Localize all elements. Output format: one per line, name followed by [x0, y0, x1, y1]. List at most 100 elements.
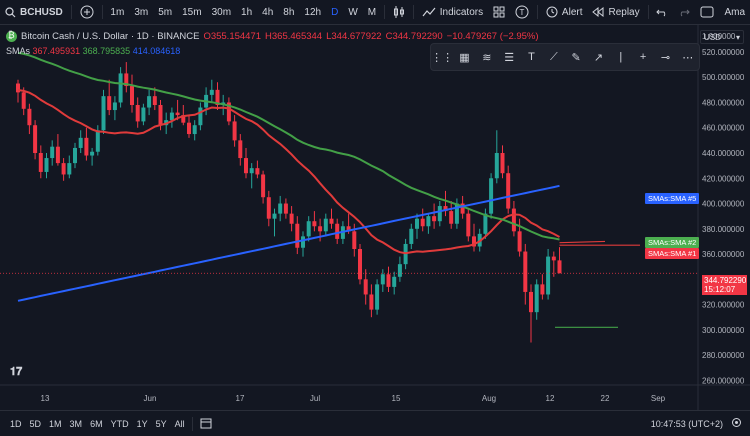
user-menu[interactable]: Ama [724, 6, 745, 18]
candle-body [152, 96, 157, 105]
legend-close: C344.792290 [385, 31, 443, 42]
candle-body [540, 284, 545, 295]
chart-area[interactable]: 520.000000 500.000000 480.000000 460.000000… [0, 25, 750, 410]
candle-body [192, 125, 197, 135]
alert-label: Alert [561, 6, 583, 18]
time-tick-label: Jun [144, 394, 157, 403]
candle-body [27, 108, 32, 126]
range-1m[interactable]: 1M [49, 418, 62, 429]
strategy-button[interactable]: T [510, 0, 534, 24]
currency-select[interactable]: USD ▾ [700, 30, 744, 44]
candle-body [135, 105, 140, 122]
more-tools-icon[interactable]: ⋯ [682, 51, 694, 64]
replay-button[interactable]: Replay [587, 0, 644, 24]
price-tick-label: 1.000000 [702, 32, 736, 41]
interval-3m[interactable]: 3m [134, 6, 149, 18]
range-3m[interactable]: 3M [69, 418, 83, 429]
candle-body [67, 163, 72, 175]
range-ytd[interactable]: YTD [110, 418, 129, 429]
interval-8h[interactable]: 8h [283, 6, 295, 18]
candle-body [443, 206, 448, 212]
candle-body [312, 221, 317, 227]
divider [70, 5, 72, 19]
cross-line-icon[interactable]: + [639, 51, 647, 63]
legend-title[interactable]: Bitcoin Cash / U.S. Dollar · 1D · BINANC… [21, 31, 200, 42]
candle-body [187, 122, 191, 135]
templates-icon [493, 6, 505, 18]
candle-body [318, 226, 323, 232]
fullscreen-button[interactable] [695, 0, 719, 24]
interval-m[interactable]: M [367, 6, 377, 18]
clock-timezone[interactable]: 10:47:53 (UTC+2) [650, 418, 723, 429]
chart-settings-button[interactable] [727, 417, 746, 430]
candle-body [78, 137, 83, 148]
candle-body [454, 203, 459, 224]
chevron-down-icon: ▾ [735, 32, 740, 42]
indicators-button[interactable]: Indicators [417, 0, 488, 24]
templates-button[interactable] [488, 0, 510, 24]
pencil-icon[interactable]: ✎ [571, 51, 581, 64]
vertical-line-icon[interactable]: | [619, 51, 623, 63]
date-range-button[interactable] [196, 417, 216, 431]
text-tool-icon[interactable]: T [528, 51, 535, 63]
undo-button[interactable] [651, 0, 673, 24]
time-tick-label: Jul [310, 394, 320, 403]
interval-d[interactable]: D [331, 6, 339, 18]
drag-handle-icon[interactable]: ⋮⋮ [431, 51, 454, 64]
candle-body [323, 218, 328, 232]
brush-icon[interactable]: ≋ [482, 51, 492, 64]
candle-body [266, 197, 271, 219]
chart-type-button[interactable] [388, 0, 410, 24]
sma1-value: 367.495931 [32, 46, 81, 56]
legend-open: O355.154471 [203, 31, 262, 42]
candle-body [226, 102, 231, 122]
range-5d[interactable]: 5D [29, 418, 42, 429]
interval-4h[interactable]: 4h [262, 6, 274, 18]
interval-w[interactable]: W [348, 6, 358, 18]
candle-body [506, 173, 511, 209]
range-1d[interactable]: 1D [10, 418, 22, 429]
interval-15m[interactable]: 15m [182, 6, 202, 18]
candle-body [238, 140, 243, 159]
candle-body [244, 158, 248, 174]
interval-1h[interactable]: 1h [241, 6, 253, 18]
range-all[interactable]: All [174, 418, 185, 429]
candle-body [95, 130, 100, 152]
interval-1m[interactable]: 1m [110, 6, 125, 18]
interval-12h[interactable]: 12h [304, 6, 322, 18]
time-tick-label: 17 [236, 394, 245, 403]
candle-body [494, 153, 499, 179]
interval-5m[interactable]: 5m [158, 6, 173, 18]
drawing-toolbar: ⋮⋮ ▦ ≋ ☰ T ⟋ ✎ ↗ | + ⊸ ⋯ [430, 43, 700, 71]
divider [537, 5, 538, 19]
redo-button[interactable] [673, 0, 695, 24]
sma2-value: 368.795835 [82, 46, 131, 56]
ray-icon[interactable]: ↗ [593, 51, 604, 64]
candle-body [500, 153, 505, 174]
price-tick-label: 360.000000 [702, 250, 745, 259]
price-chart[interactable]: 520.000000 500.000000 480.000000 460.000000… [0, 25, 750, 410]
symbol-search-icon[interactable]: BCHUSD [0, 0, 68, 24]
alert-button[interactable]: Alert [541, 0, 588, 24]
line-width-icon[interactable]: ☰ [504, 51, 515, 64]
time-tick-label: 15 [392, 394, 401, 403]
time-tick-label: 12 [546, 394, 555, 403]
sma3-value: 414.084618 [132, 46, 181, 56]
candle-body [181, 115, 186, 123]
price-tick-label: 440.000000 [702, 149, 745, 158]
range-6m[interactable]: 6M [90, 418, 103, 429]
sma-legend[interactable]: SMAs 367.495931 368.795835 414.084618 [6, 46, 180, 56]
current-price-value: 344.792290 [704, 276, 747, 285]
range-5y[interactable]: 5Y [155, 418, 167, 429]
horizontal-line-icon[interactable]: ⊸ [660, 51, 671, 64]
interval-30m[interactable]: 30m [211, 6, 232, 18]
price-tick-label: 420.000000 [702, 174, 745, 183]
range-1y[interactable]: 1Y [136, 418, 148, 429]
layout-icon[interactable]: ▦ [459, 51, 470, 64]
candle-body [232, 121, 237, 141]
candle-body [90, 151, 95, 156]
compare-symbol-button[interactable] [75, 0, 99, 24]
legend-high: H365.465344 [265, 31, 323, 42]
trend-line-icon[interactable]: ⟋ [549, 50, 558, 63]
time-tick-label: 13 [41, 394, 50, 403]
